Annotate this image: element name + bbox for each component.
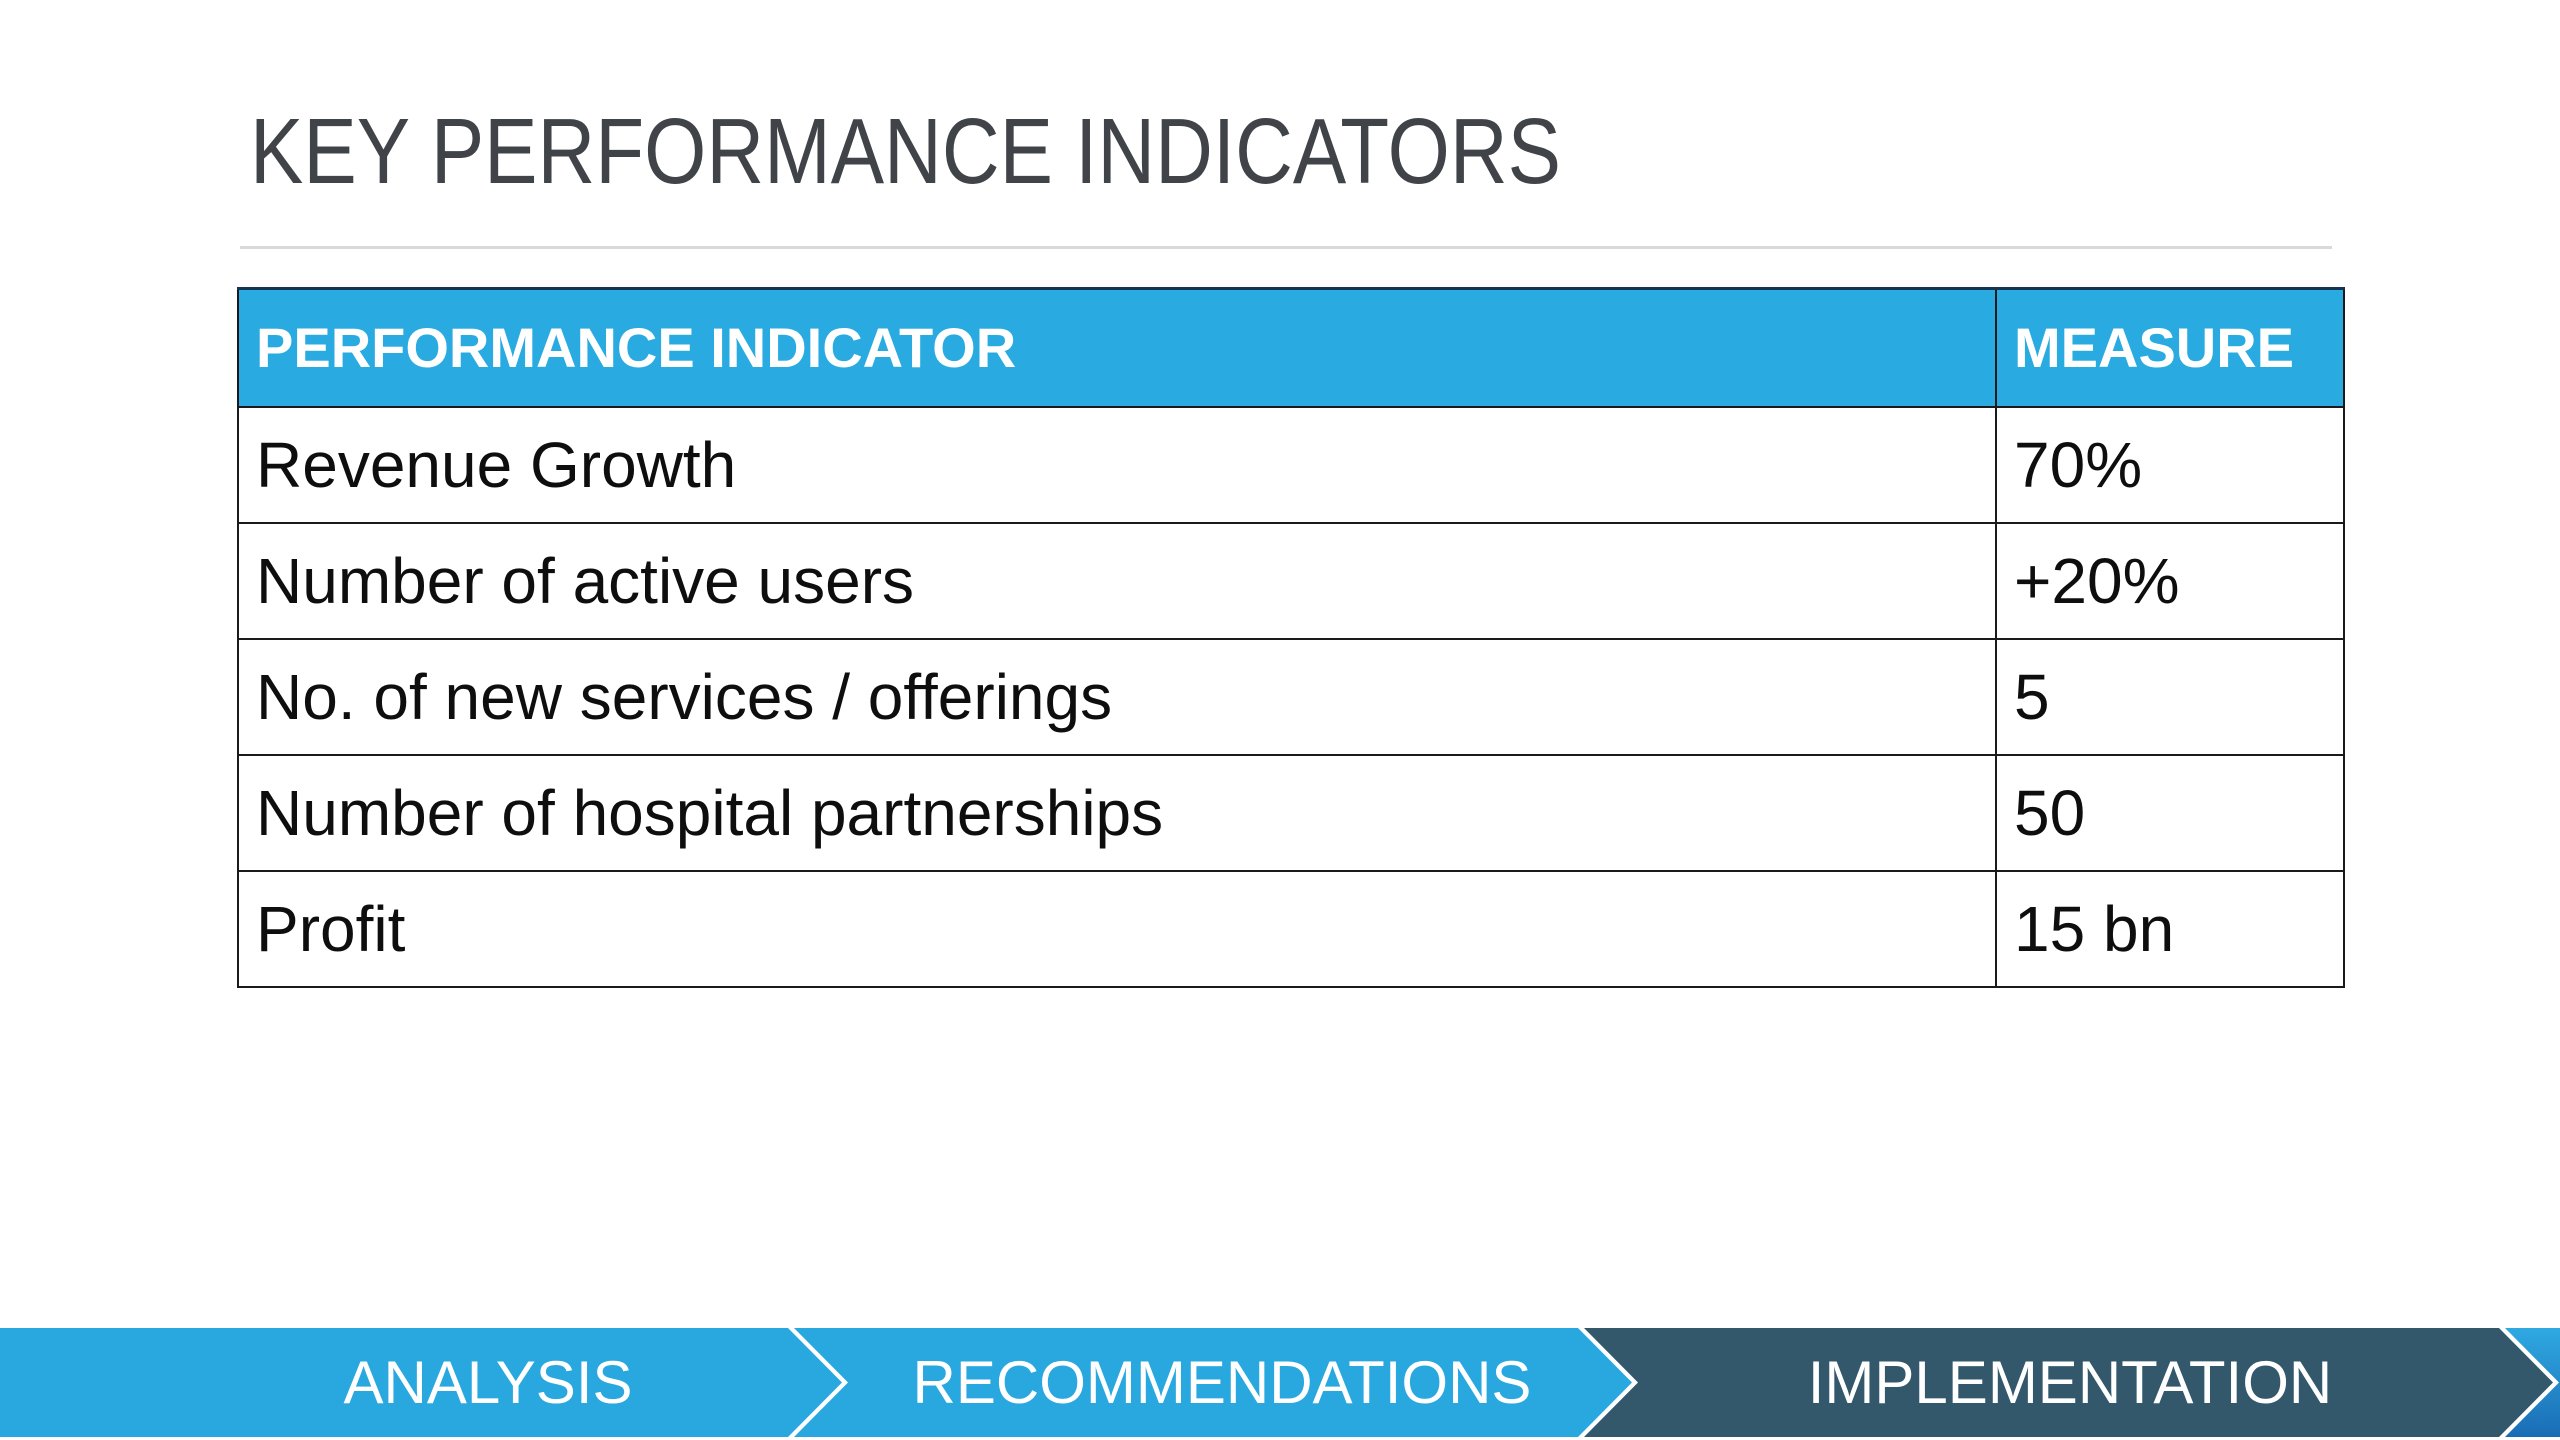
cell-indicator: No. of new services / offerings bbox=[237, 637, 1997, 756]
cell-indicator: Number of active users bbox=[237, 521, 1997, 640]
cell-indicator: Profit bbox=[237, 869, 1997, 988]
chevron-next-partial bbox=[2505, 1328, 2560, 1437]
title-divider bbox=[240, 246, 2332, 249]
chevron-implementation[interactable] bbox=[1584, 1328, 2553, 1437]
process-nav-shapes bbox=[0, 1328, 2560, 1437]
cell-indicator: Revenue Growth bbox=[237, 405, 1997, 524]
kpi-table: PERFORMANCE INDICATOR MEASURE Revenue Gr… bbox=[237, 287, 2345, 988]
cell-indicator: Number of hospital partnerships bbox=[237, 753, 1997, 872]
table-row: Profit 15 bn bbox=[237, 869, 2345, 988]
cell-measure: 50 bbox=[1995, 753, 2345, 872]
header-cell-indicator: PERFORMANCE INDICATOR bbox=[237, 287, 1997, 408]
table-row: Revenue Growth 70% bbox=[237, 405, 2345, 524]
table-row: No. of new services / offerings 5 bbox=[237, 637, 2345, 756]
cell-measure: 5 bbox=[1995, 637, 2345, 756]
table-row: Number of hospital partnerships 50 bbox=[237, 753, 2345, 872]
cell-measure: 15 bn bbox=[1995, 869, 2345, 988]
table-header-row: PERFORMANCE INDICATOR MEASURE bbox=[237, 287, 2345, 408]
page-title: KEY PERFORMANCE INDICATORS bbox=[250, 99, 1562, 203]
chevron-analysis[interactable] bbox=[0, 1328, 842, 1437]
cell-measure: +20% bbox=[1995, 521, 2345, 640]
process-nav: ANALYSIS RECOMMENDATIONS IMPLEMENTATION bbox=[0, 1328, 2560, 1437]
header-cell-measure: MEASURE bbox=[1995, 287, 2345, 408]
table-row: Number of active users +20% bbox=[237, 521, 2345, 640]
cell-measure: 70% bbox=[1995, 405, 2345, 524]
chevron-recommendations[interactable] bbox=[794, 1328, 1632, 1437]
